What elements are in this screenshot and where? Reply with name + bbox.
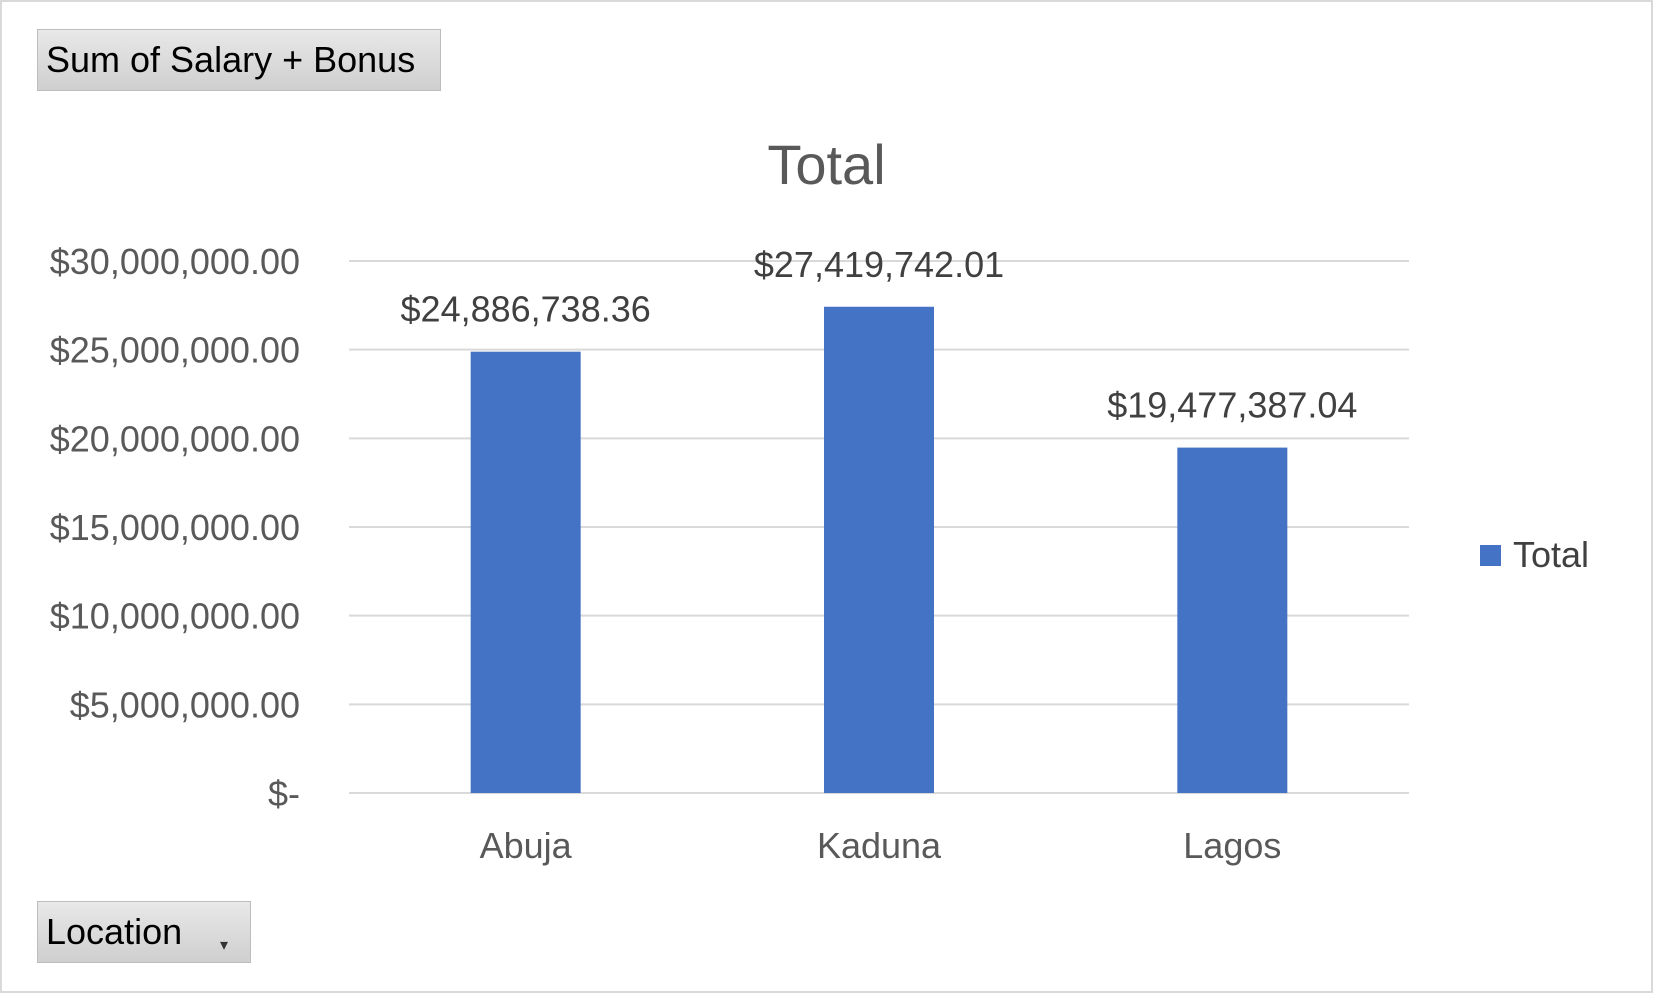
dropdown-arrow-icon[interactable]: ▾	[219, 937, 228, 954]
y-tick-label: $15,000,000.00	[50, 507, 300, 548]
data-label: $24,886,738.36	[401, 289, 651, 330]
legend-label: Total	[1513, 534, 1590, 575]
legend-swatch	[1480, 544, 1501, 566]
bar	[824, 306, 934, 793]
location-filter-button[interactable]: Location ▾	[37, 901, 251, 963]
y-tick-label: $-	[268, 773, 300, 814]
x-tick-label: Abuja	[480, 825, 573, 866]
values-field-button[interactable]: Sum of Salary + Bonus	[37, 29, 441, 91]
x-tick-label: Lagos	[1183, 825, 1281, 866]
chart-title: Total	[767, 133, 886, 196]
x-tick-label: Kaduna	[817, 825, 942, 866]
y-tick-label: $30,000,000.00	[50, 241, 300, 282]
y-tick-label: $25,000,000.00	[50, 330, 300, 371]
values-field-label: Sum of Salary + Bonus	[46, 39, 416, 80]
bar	[1177, 447, 1288, 793]
y-tick-label: $5,000,000.00	[70, 684, 300, 725]
y-tick-label: $20,000,000.00	[50, 418, 300, 459]
y-tick-label: $10,000,000.00	[50, 596, 300, 637]
legend: Total	[1480, 534, 1589, 576]
data-label: $19,477,387.04	[1107, 385, 1357, 426]
data-label: $27,419,742.01	[754, 244, 1004, 285]
location-field-label: Location	[46, 911, 183, 952]
bar	[470, 351, 581, 793]
